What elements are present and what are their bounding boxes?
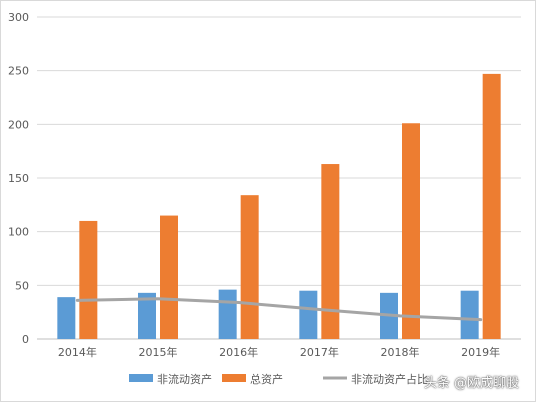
y-tick-label: 300 — [8, 11, 29, 24]
legend-label: 非流动资产 — [157, 372, 212, 386]
y-tick-label: 150 — [8, 172, 29, 185]
bar-noncurrent-assets — [460, 290, 479, 339]
x-tick-label: 2016年 — [219, 345, 258, 359]
bar-noncurrent-assets — [299, 290, 318, 339]
legend-swatch — [222, 374, 246, 382]
series-line-noncurrent-ratio — [75, 297, 483, 322]
x-tick-label: 2014年 — [58, 345, 97, 359]
y-tick-label: 0 — [22, 333, 29, 346]
bar-noncurrent-assets — [218, 289, 237, 339]
y-tick-label: 200 — [8, 118, 29, 131]
y-tick-label: 100 — [8, 226, 29, 239]
bar-total-assets — [240, 195, 259, 339]
ratio-line — [75, 297, 483, 322]
bar-total-assets — [79, 220, 98, 339]
legend-swatch — [129, 374, 153, 382]
bar-total-assets — [321, 164, 340, 339]
x-tick-label: 2017年 — [300, 345, 339, 359]
gridlines — [37, 16, 521, 340]
y-tick-label: 50 — [15, 279, 29, 292]
legend-label: 非流动资产占比 — [351, 372, 428, 386]
bar-total-assets — [402, 123, 420, 339]
bar-total-assets — [160, 215, 178, 339]
bar-total-assets — [482, 73, 501, 340]
legend-label: 总资产 — [250, 372, 283, 386]
bar-noncurrent-assets — [57, 297, 76, 339]
y-axis-ticks: 0 50 100 150 200 250 300 — [8, 11, 29, 346]
x-tick-label: 2015年 — [139, 345, 178, 359]
watermark: 头条 @欧成聊股 — [423, 376, 519, 391]
bar-noncurrent-assets — [138, 292, 156, 339]
x-tick-label: 2018年 — [381, 345, 420, 359]
x-axis-ticks: 2014年 2015年 2016年 2017年 2018年 2019年 — [58, 345, 500, 359]
y-tick-label: 250 — [8, 65, 29, 78]
legend: 非流动资产 总资产 非流动资产占比 — [129, 372, 428, 386]
x-tick-label: 2019年 — [461, 345, 500, 359]
